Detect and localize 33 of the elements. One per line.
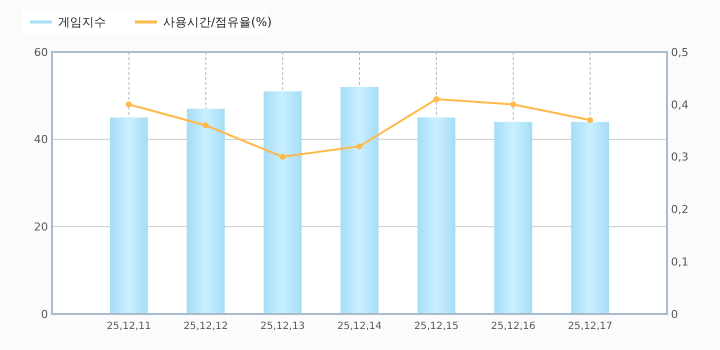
point xyxy=(280,154,286,160)
x-tick-label: 25,12,11 xyxy=(106,321,152,332)
legend-label: 게임지수 xyxy=(58,15,106,30)
point xyxy=(510,101,516,108)
y-tick-label: 40 xyxy=(34,133,48,146)
bar xyxy=(494,122,532,314)
x-tick-label: 25,12,13 xyxy=(260,321,305,332)
point xyxy=(587,117,594,124)
x-tick-label: 25,12,12 xyxy=(183,321,228,332)
y2-tick-label: 0,5 xyxy=(671,46,688,59)
y2-tick-label: 0,3 xyxy=(671,150,688,164)
bar xyxy=(264,91,302,314)
x-tick-label: 25,12,17 xyxy=(568,321,612,332)
y2-tick-label: 0 xyxy=(671,308,678,321)
point xyxy=(433,96,440,102)
legend-label: 사용시간/점유율(%) xyxy=(163,15,272,30)
point xyxy=(356,143,362,150)
x-tick-label: 25,12,14 xyxy=(337,321,382,332)
y-tick-label: 20 xyxy=(34,220,48,234)
y2-tick-label: 0,2 xyxy=(671,203,688,216)
point xyxy=(126,101,132,108)
y-tick-label: 0 xyxy=(41,308,48,321)
bar xyxy=(186,108,225,314)
y-tick-label: 60 xyxy=(34,46,48,59)
x-tick-label: 25,12,15 xyxy=(414,321,459,332)
bar xyxy=(340,86,378,314)
bar xyxy=(110,118,148,314)
y2-tick-label: 0,1 xyxy=(671,255,688,268)
x-tick-label: 25,12,16 xyxy=(490,321,536,332)
bar xyxy=(417,118,456,314)
point xyxy=(202,122,209,128)
bar xyxy=(571,122,610,314)
y2-tick-label: 0,4 xyxy=(671,98,688,112)
